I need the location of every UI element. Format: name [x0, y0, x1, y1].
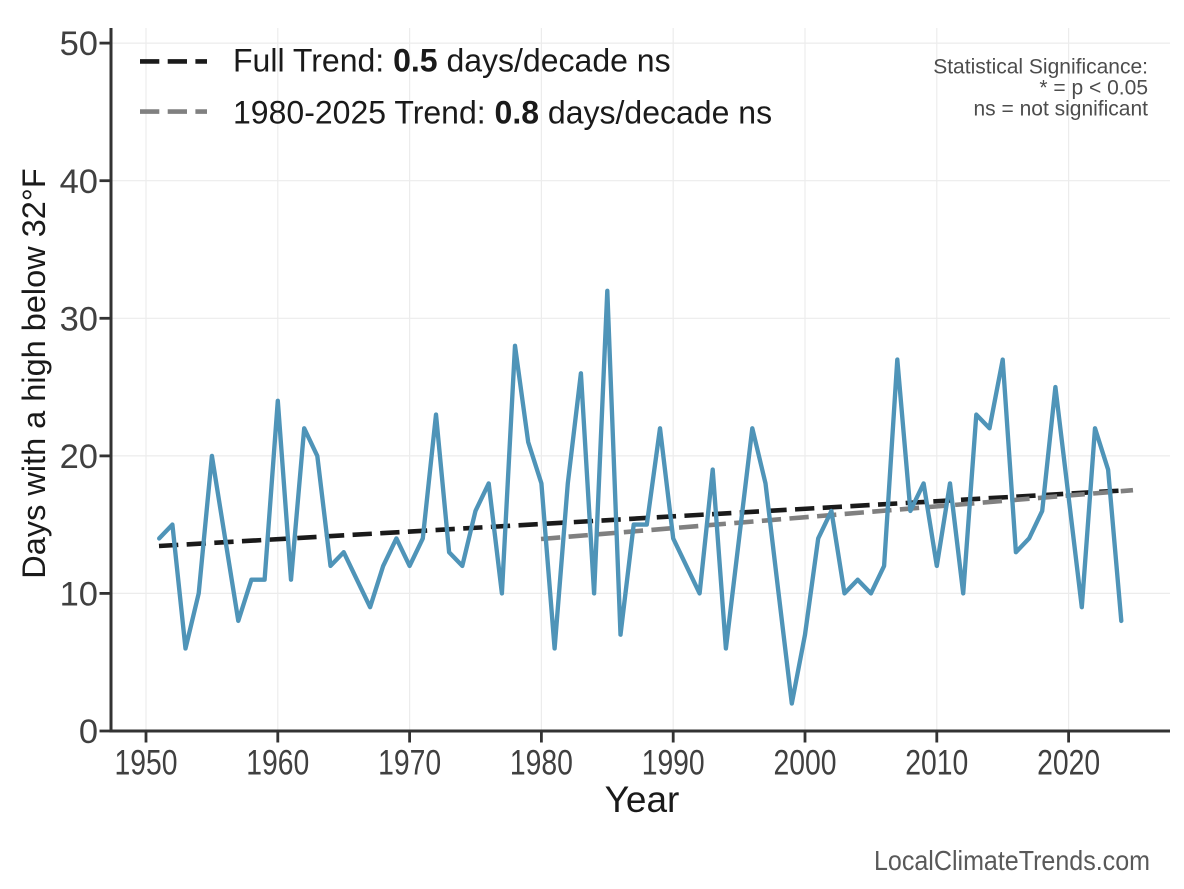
svg-text:1960: 1960: [246, 743, 309, 783]
svg-text:50: 50: [60, 25, 98, 63]
svg-text:2010: 2010: [905, 743, 968, 783]
svg-text:* = p < 0.05: * = p < 0.05: [1039, 77, 1148, 100]
svg-text:Days with a high below 32°F: Days with a high below 32°F: [16, 168, 52, 578]
svg-text:2000: 2000: [774, 743, 837, 783]
svg-text:2020: 2020: [1037, 743, 1100, 783]
svg-text:LocalClimateTrends.com: LocalClimateTrends.com: [874, 845, 1150, 876]
svg-text:1950: 1950: [115, 743, 178, 783]
svg-text:Year: Year: [605, 779, 680, 820]
svg-text:1980-2025 Trend: 0.8 days/deca: 1980-2025 Trend: 0.8 days/decade ns: [233, 95, 772, 131]
svg-text:10: 10: [60, 576, 98, 614]
svg-text:1970: 1970: [378, 743, 441, 783]
svg-text:ns = not significant: ns = not significant: [973, 98, 1148, 121]
svg-text:1980: 1980: [510, 743, 573, 783]
svg-text:Full Trend: 0.5 days/decade ns: Full Trend: 0.5 days/decade ns: [233, 43, 671, 79]
svg-text:0: 0: [79, 713, 98, 751]
svg-text:30: 30: [60, 300, 98, 338]
svg-text:40: 40: [60, 163, 98, 201]
svg-text:20: 20: [60, 438, 98, 476]
svg-text:1990: 1990: [642, 743, 705, 783]
svg-text:Statistical Significance:: Statistical Significance:: [933, 56, 1148, 79]
